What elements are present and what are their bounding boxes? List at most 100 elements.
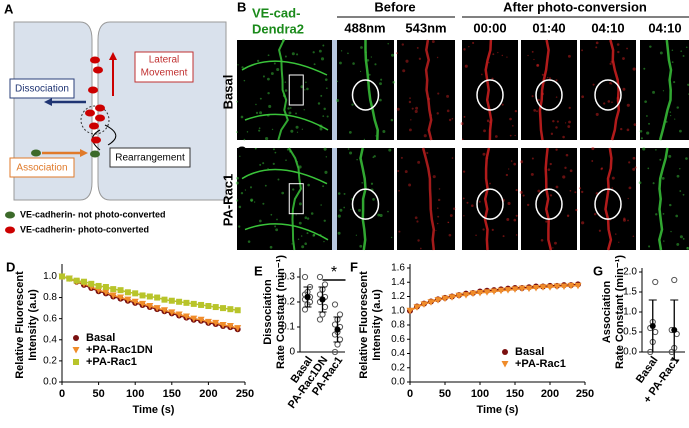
marker <box>490 288 498 296</box>
box <box>134 51 194 83</box>
speckle <box>547 168 551 172</box>
speckle <box>348 131 352 134</box>
speckle <box>611 101 613 104</box>
speckle <box>274 151 277 154</box>
speckle <box>622 57 625 60</box>
speckle <box>451 157 454 159</box>
speckle <box>486 119 490 123</box>
marker <box>413 304 421 311</box>
roi-circle <box>476 79 504 111</box>
speckle <box>391 53 395 57</box>
speckle <box>682 55 685 57</box>
speckle <box>492 53 495 56</box>
speckle <box>682 237 685 240</box>
speckle <box>337 231 341 235</box>
speckle <box>358 208 361 212</box>
speckle <box>335 98 340 103</box>
speckle <box>638 181 642 185</box>
speckle <box>305 81 307 84</box>
roi <box>288 74 304 106</box>
speckle <box>662 90 665 92</box>
marker <box>518 285 526 293</box>
speckle <box>662 213 665 215</box>
speckle <box>370 182 374 185</box>
speckle <box>506 218 510 221</box>
speckle <box>297 238 300 241</box>
legend-swatch <box>72 347 80 354</box>
speckle <box>264 184 267 187</box>
speckle <box>463 215 465 217</box>
speckle <box>646 115 648 117</box>
speckle <box>531 95 534 98</box>
speckle <box>269 245 273 249</box>
speckle <box>373 155 376 158</box>
y-tick-label: 0.3 <box>281 272 295 283</box>
speckle <box>567 125 571 128</box>
speckle <box>274 225 277 228</box>
speckle <box>312 234 315 237</box>
marker <box>226 323 234 330</box>
speckle <box>482 152 486 156</box>
x-tick-label: 250 <box>236 388 254 400</box>
legend-label: Basal <box>515 346 544 358</box>
speckle <box>240 192 244 195</box>
speckle <box>509 117 512 121</box>
legend-label: +PA-Rac1 <box>86 356 137 368</box>
speckle <box>507 201 511 206</box>
panel-letter: B <box>237 0 246 14</box>
speckle <box>387 210 389 213</box>
speckle <box>463 48 466 51</box>
speckle <box>426 151 429 155</box>
membrane <box>483 147 491 251</box>
speckle <box>581 95 585 99</box>
marker <box>441 295 449 303</box>
speckle <box>339 61 342 65</box>
speckle <box>628 186 632 190</box>
speckle <box>536 110 538 113</box>
speckle <box>531 157 534 160</box>
x-tick-label: 0 <box>407 388 413 400</box>
speckle <box>463 115 466 118</box>
speckle <box>562 135 565 139</box>
speckle <box>568 120 571 124</box>
speckle <box>326 87 328 89</box>
speckle <box>258 129 261 132</box>
speckle <box>322 185 325 188</box>
box <box>109 147 191 168</box>
speckle <box>236 131 238 133</box>
speckle <box>679 168 681 170</box>
speckle <box>324 170 328 174</box>
speckle <box>565 153 569 157</box>
speckle <box>550 132 554 135</box>
speckle <box>397 169 400 173</box>
marker <box>574 282 582 290</box>
speckle <box>533 58 535 61</box>
speckle <box>306 87 309 91</box>
speckle <box>390 118 394 122</box>
speckle <box>679 129 682 133</box>
speckle <box>416 46 419 49</box>
speckle <box>267 77 270 81</box>
speckle <box>363 138 366 141</box>
time-label: 04:10 <box>591 20 624 35</box>
dissociation-label: Dissociation <box>15 84 69 95</box>
speckle <box>296 131 299 133</box>
speckle <box>259 163 262 166</box>
marker <box>132 290 139 297</box>
speckle <box>370 56 373 58</box>
speckle <box>579 187 582 190</box>
speckle <box>502 235 505 238</box>
speckle <box>398 190 400 192</box>
speckle <box>240 115 244 119</box>
membrane <box>421 147 436 251</box>
y-tick-label: 1.0 <box>43 271 57 282</box>
speckle <box>537 98 540 102</box>
speckle <box>241 66 244 69</box>
x-axis-label: Time (s) <box>477 404 519 416</box>
speckle <box>595 112 599 116</box>
speckle <box>514 134 516 137</box>
roi-circle <box>594 79 622 111</box>
speckle <box>387 42 389 45</box>
speckle <box>355 234 358 236</box>
speckle <box>675 214 679 218</box>
